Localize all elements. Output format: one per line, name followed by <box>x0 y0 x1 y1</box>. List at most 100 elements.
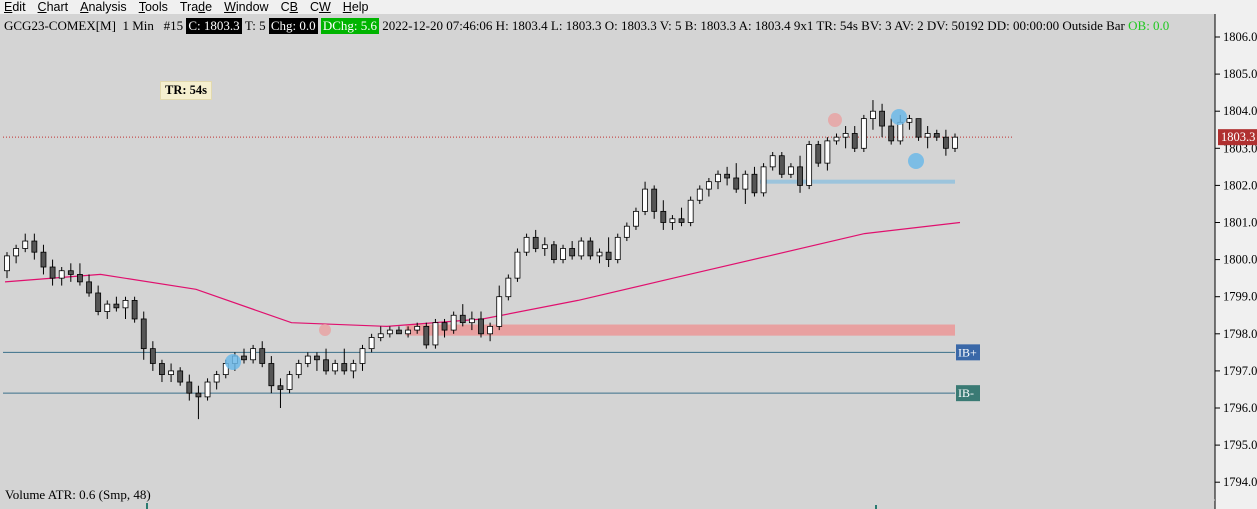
candle-body <box>669 218 676 223</box>
candle-body <box>359 348 366 364</box>
y-tick-label: 1800.0 <box>1223 253 1257 267</box>
candle-body <box>77 274 83 283</box>
candle-body <box>186 381 193 394</box>
candle-body <box>660 210 667 223</box>
swing-high-marker <box>891 109 907 125</box>
supply-zone <box>405 324 955 336</box>
interval-label: 1 Min <box>122 18 154 33</box>
menu-bar: Edit Chart Analysis Tools Trade Window CB CW Hel… <box>0 0 1257 14</box>
candle-body <box>623 225 630 238</box>
menu-trade[interactable]: Trade <box>179 0 213 14</box>
last-price-label: 1803.3 <box>1221 130 1255 144</box>
y-tick-label: 1796.0 <box>1223 401 1257 415</box>
candle-body <box>377 333 384 338</box>
candle-body <box>140 318 147 350</box>
info-bar: GCG23-COMEX[M] 1 Min #15 C: 1803.3 T: 5 … <box>4 18 1169 34</box>
ib-tag-label: IB+ <box>958 345 977 359</box>
candle-body <box>323 359 329 372</box>
candle-body <box>496 296 503 327</box>
candle-body <box>250 348 257 361</box>
candle-body <box>797 166 803 186</box>
candle-body <box>596 251 603 257</box>
candle-body <box>40 251 47 268</box>
menu-analysis[interactable]: Analysis <box>80 0 127 14</box>
candle-body <box>195 392 202 398</box>
candle-body <box>642 188 648 212</box>
price-axis <box>1215 14 1257 509</box>
candle-body <box>104 303 111 312</box>
demand-zone <box>760 179 955 184</box>
candle-body <box>769 155 776 168</box>
candle-body <box>870 110 876 120</box>
menu-cb[interactable]: CB <box>280 0 298 14</box>
candle-body <box>633 210 639 227</box>
candle-body <box>888 125 895 142</box>
menu-tools[interactable]: Tools <box>138 0 168 14</box>
candle-body <box>341 363 348 372</box>
candle-body <box>678 218 685 223</box>
candle-body <box>560 248 566 261</box>
y-tick-label: 1805.0 <box>1223 67 1257 81</box>
candle-body <box>122 300 129 309</box>
candle-body <box>833 136 840 142</box>
candle-body <box>778 155 785 175</box>
study-label: #15 <box>163 18 184 33</box>
swing-marker <box>319 324 331 336</box>
candle-body <box>95 292 102 312</box>
ob-label: OB: 0.0 <box>1128 18 1170 33</box>
swing-high-marker <box>828 113 842 127</box>
candle-body <box>541 244 548 249</box>
candle-body <box>715 173 721 183</box>
candle-body <box>441 322 448 331</box>
candle-body <box>213 374 220 383</box>
candle-body <box>414 325 421 331</box>
moving-average-line <box>4 221 961 328</box>
y-tick-label: 1804.0 <box>1223 104 1257 118</box>
y-tick-label: 1794.0 <box>1223 475 1257 489</box>
candle-body <box>405 329 411 335</box>
candle-body <box>241 355 247 361</box>
candle-body <box>277 385 284 390</box>
swing-low-marker <box>908 153 924 169</box>
menu-cw[interactable]: CW <box>309 0 331 14</box>
candle-body <box>742 173 749 190</box>
candle-body <box>696 188 703 201</box>
y-tick-label: 1806.0 <box>1223 30 1257 44</box>
candle-body <box>332 363 339 372</box>
candle-body <box>587 240 594 257</box>
menu-window[interactable]: Window <box>224 0 269 14</box>
candle-body <box>514 251 521 279</box>
candle-body <box>760 166 767 194</box>
y-tick-label: 1802.0 <box>1223 178 1257 192</box>
candle-body <box>259 348 266 364</box>
menu-chart[interactable]: Chart <box>37 0 69 14</box>
candle-body <box>468 318 475 324</box>
candle-body <box>168 370 174 376</box>
candle-body <box>22 240 29 249</box>
candle-body <box>286 374 293 390</box>
candle-body <box>687 199 694 223</box>
ib-tag-label: IB- <box>958 386 974 400</box>
volume-bar <box>875 505 877 509</box>
candle-body <box>614 236 621 260</box>
y-tick-label: 1799.0 <box>1223 290 1257 304</box>
symbol-label: GCG23-COMEX[M] <box>4 18 116 33</box>
candle-body <box>478 318 484 335</box>
candle-body <box>824 140 831 164</box>
dchg-badge: DChg: 5.6 <box>320 18 380 34</box>
candle-body <box>314 355 320 361</box>
candle-body <box>569 248 576 257</box>
candle-body <box>487 325 494 335</box>
candle-body <box>31 240 38 253</box>
menu-help[interactable]: Help <box>342 0 369 14</box>
ticks-label: T: 5 <box>244 18 266 33</box>
candle-body <box>724 173 731 179</box>
menu-edit[interactable]: Edit <box>4 0 26 14</box>
y-tick-label: 1801.0 <box>1223 216 1257 230</box>
candle-body <box>159 363 165 376</box>
swing-low-marker <box>225 354 241 370</box>
candle-body <box>268 363 275 387</box>
ib-tag <box>956 385 980 402</box>
candle-body <box>177 370 184 383</box>
